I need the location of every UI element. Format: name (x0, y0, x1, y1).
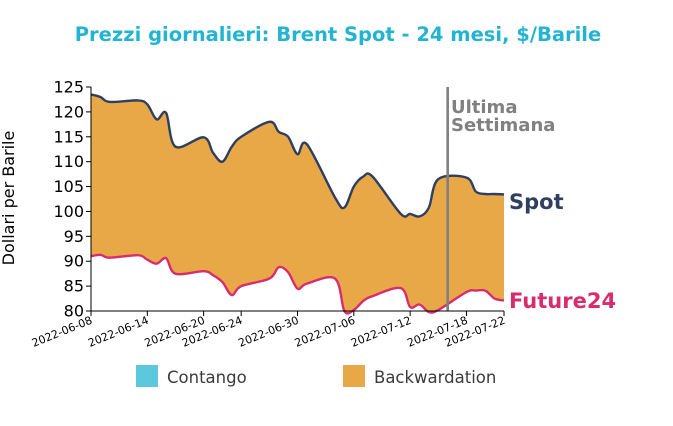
y-tick-label: 80 (64, 302, 84, 321)
y-tick-label: 95 (64, 227, 84, 246)
x-tick-label: 2022-07-06 (293, 314, 357, 350)
legend-label-backwardation: Backwardation (374, 368, 496, 387)
annotation-line1: Ultima (451, 97, 517, 118)
x-tick-label: 2022-06-08 (30, 314, 94, 350)
y-tick-label: 85 (64, 277, 84, 296)
backwardation-area (91, 94, 504, 314)
y-axis-label: Dollari per Barile (0, 131, 18, 266)
x-tick-label: 2022-06-14 (86, 314, 150, 350)
legend-swatch-backwardation (343, 365, 365, 387)
future24-series-line (90, 253, 505, 315)
y-tick-label: 120 (53, 102, 84, 121)
chart-title: Prezzi giornalieri: Brent Spot - 24 mesi… (75, 23, 601, 46)
y-tick-label: 115 (53, 127, 84, 146)
y-tick-label: 125 (53, 78, 84, 97)
spot-series-line (90, 93, 505, 218)
legend-label-contango: Contango (167, 368, 247, 387)
x-tick-label: 2022-07-12 (349, 314, 413, 350)
future24-series-label: Future24 (509, 289, 616, 313)
plot-area (90, 87, 505, 315)
y-tick-label: 100 (53, 202, 84, 221)
y-tick-label: 110 (53, 152, 84, 171)
y-tick-label: 105 (53, 177, 84, 196)
y-tick-label: 90 (64, 252, 84, 271)
annotation-line2: Settimana (451, 115, 555, 136)
spot-series-label: Spot (509, 190, 564, 214)
x-tick-label: 2022-06-30 (236, 314, 300, 350)
legend: Contango Backwardation (136, 365, 496, 387)
legend-swatch-contango (136, 365, 158, 387)
